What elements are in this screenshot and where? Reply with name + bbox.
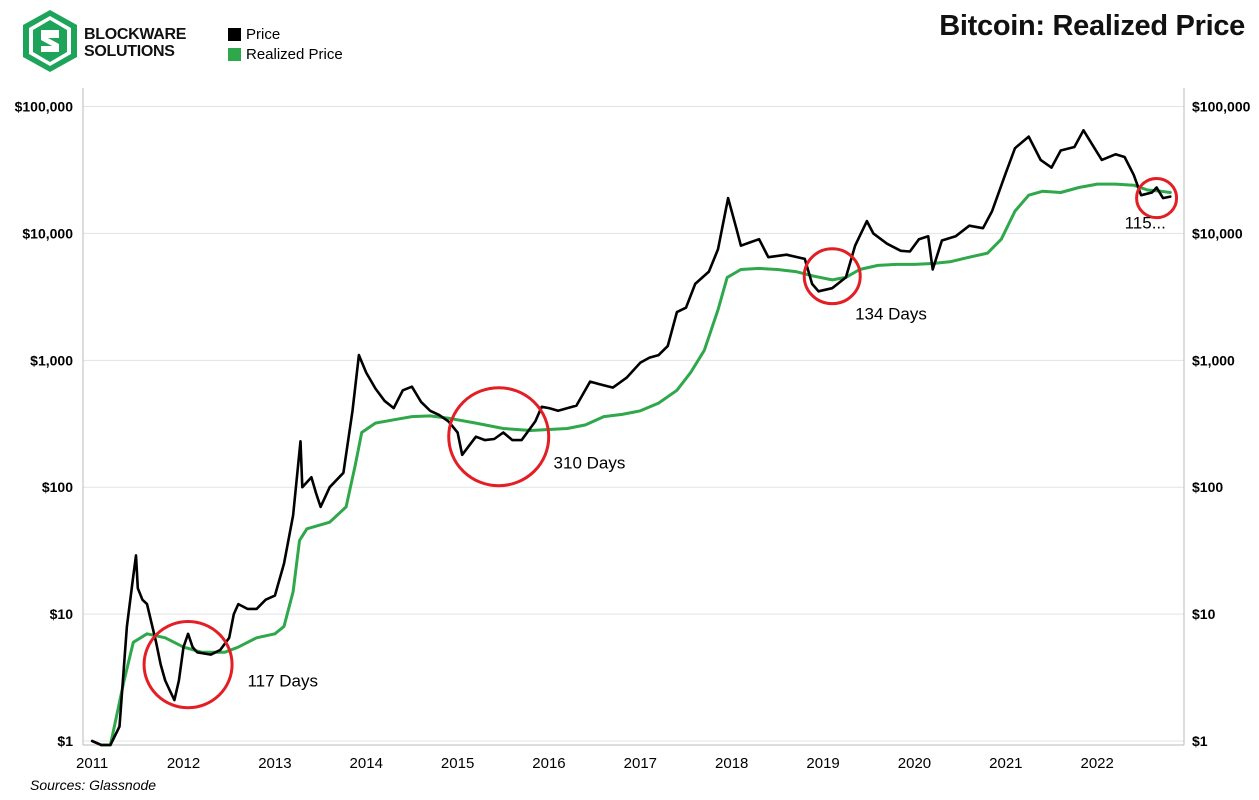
y-tick-label-left: $100,000 xyxy=(15,99,74,115)
y-tick-label-left: $100 xyxy=(42,479,73,495)
annotation-label: 310 Days xyxy=(554,454,626,473)
y-tick-label-right: $100,000 xyxy=(1192,99,1251,115)
legend-label-realized: Realized Price xyxy=(246,45,343,63)
x-tick-label: 2020 xyxy=(898,755,931,772)
chart-title: Bitcoin: Realized Price xyxy=(939,10,1245,42)
brand-line1: BLOCKWARE xyxy=(84,26,187,43)
x-tick-label: 2022 xyxy=(1081,755,1114,772)
realized-swatch xyxy=(228,47,241,61)
source-note: Sources: Glassnode xyxy=(30,777,157,793)
annotation-circle xyxy=(447,386,551,488)
y-tick-label-right: $10,000 xyxy=(1192,225,1243,241)
series xyxy=(90,129,1172,747)
y-tick-label-left: $10,000 xyxy=(22,225,73,241)
y-tick-label-left: $1,000 xyxy=(30,352,73,368)
x-tick-label: 2011 xyxy=(76,755,108,772)
price-line xyxy=(90,129,1172,747)
price-swatch xyxy=(228,27,241,41)
y-tick-label-left: $1 xyxy=(57,733,73,749)
annotations: 117 Days 310 Days 134 Days 115... xyxy=(142,176,1179,710)
brand-logo: BLOCKWARE SOLUTIONS xyxy=(20,8,190,78)
annotation-circle xyxy=(142,619,234,710)
x-tick-label: 2018 xyxy=(715,755,748,772)
y-tick-label-right: $10 xyxy=(1192,606,1216,622)
x-tick-label: 2021 xyxy=(989,755,1022,772)
realized-price-line xyxy=(99,182,1172,747)
annotation-label: 117 Days xyxy=(247,671,318,690)
legend-item-realized: Realized Price xyxy=(228,44,343,64)
x-tick-label: 2016 xyxy=(532,755,565,772)
y-ticks-right: $1 $10 $100 $1,000 $10,000 $100,000 xyxy=(1192,99,1251,749)
y-tick-label-left: $10 xyxy=(50,606,74,622)
x-ticks: 2011 2012 2013 2014 2015 2016 2017 2018 2019 2020… xyxy=(76,755,1114,772)
legend-item-price: Price xyxy=(228,24,343,44)
x-tick-label: 2019 xyxy=(806,755,839,772)
annotation-circle xyxy=(802,247,862,306)
x-tick-label: 2014 xyxy=(350,755,383,772)
blockware-logo-icon xyxy=(23,10,77,72)
y-tick-label-right: $100 xyxy=(1192,479,1223,495)
x-tick-label: 2017 xyxy=(624,755,657,772)
grid xyxy=(83,106,1184,742)
legend-label-price: Price xyxy=(246,25,281,43)
annotation-circle xyxy=(1135,176,1179,220)
y-tick-label-right: $1,000 xyxy=(1192,352,1235,368)
brand-wordmark: BLOCKWARE SOLUTIONS xyxy=(84,26,186,60)
x-tick-label: 2013 xyxy=(258,755,291,772)
legend: Price Realized Price xyxy=(228,24,343,64)
y-tick-label-right: $1 xyxy=(1192,733,1208,749)
x-tick-label: 2012 xyxy=(167,755,200,772)
annotation-label: 134 Days xyxy=(855,304,927,323)
x-tick-label: 2015 xyxy=(441,755,474,772)
annotation-label: 115... xyxy=(1125,214,1166,233)
brand-line2: SOLUTIONS xyxy=(84,43,175,60)
y-ticks-left: $1 $10 $100 $1,000 $10,000 $100,000 xyxy=(15,99,74,749)
